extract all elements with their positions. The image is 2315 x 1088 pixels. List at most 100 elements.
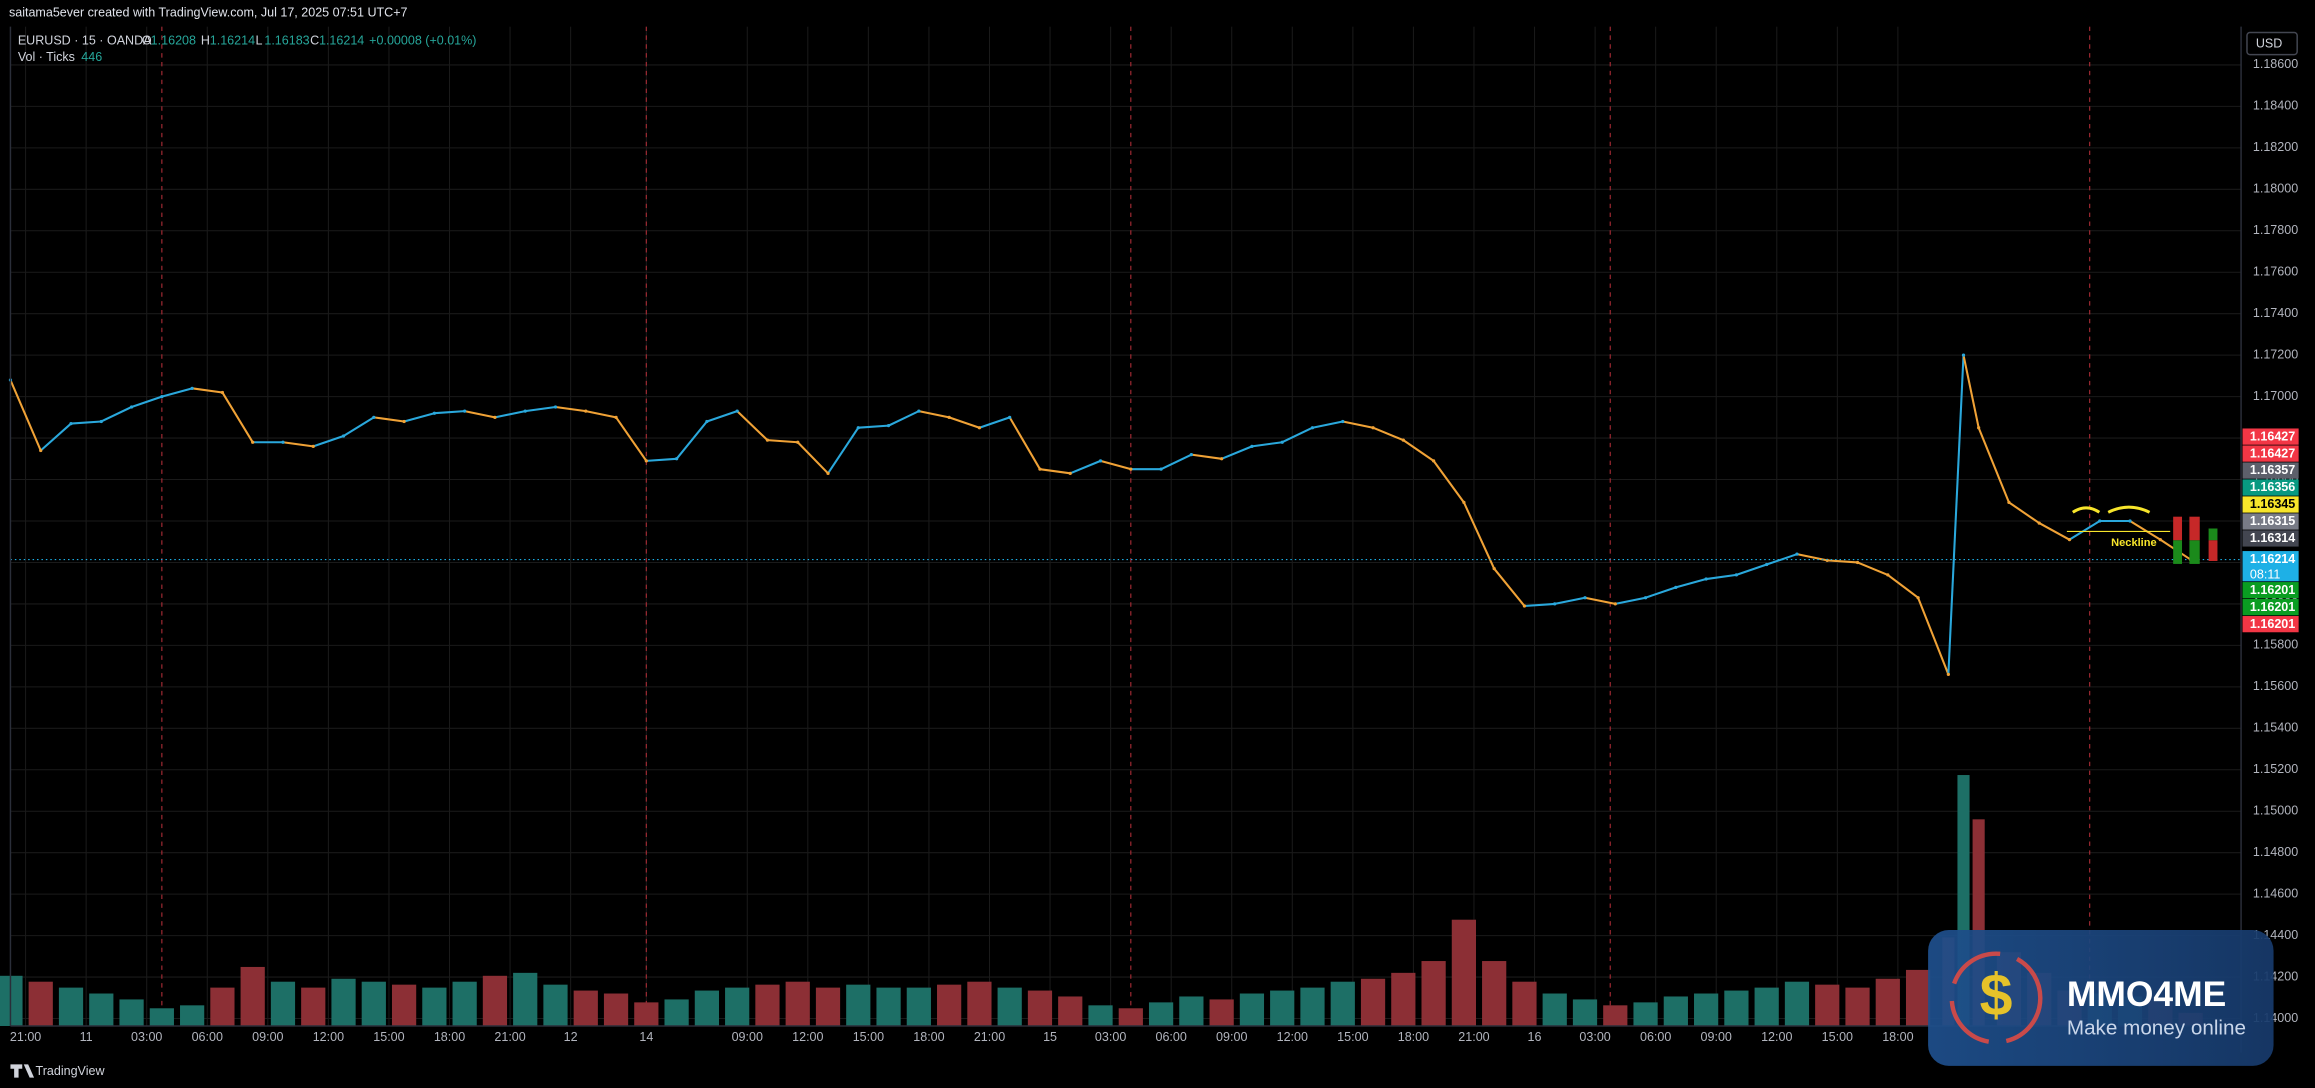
price-segment [131,395,163,408]
price-point [584,409,588,413]
price-point [2128,519,2132,523]
price-point [160,394,164,399]
price-point [977,426,982,430]
currency-box[interactable] [2246,31,2298,56]
price-point [1765,562,1769,567]
volume-bar [997,987,1022,1026]
volume-bar [301,987,326,1026]
x-tick-label: 06:00 [192,1030,223,1044]
projection-box [2173,540,2183,564]
price-segment [675,420,708,460]
price-label-bg [2242,599,2299,616]
price-point [99,419,103,424]
price-point [1553,602,1557,606]
grid [10,26,2242,1026]
price-point [1855,560,1860,565]
price-segment [70,420,102,425]
volume-bar [1754,987,1779,1026]
ohlc-item: +0.00008 (+0.01%) [369,34,476,48]
x-tick-label: 09:00 [732,1030,763,1044]
price-point [220,390,225,395]
watermark-icon: $ [1980,962,2013,1028]
price-point [1038,467,1042,471]
price-segment [434,410,465,415]
price-point [432,411,436,415]
x-tick-label: 15 [1043,1030,1057,1044]
y-tick-label: 1.17600 [2253,265,2298,279]
price-segment [948,416,980,429]
volume-bar [452,981,477,1026]
y-tick-label: 1.15000 [2253,804,2298,818]
projection-box [2208,528,2218,541]
price-segment [2008,501,2040,524]
price-label-bg [2242,479,2299,496]
price-point [1068,471,1072,475]
watermark-title: MMO4ME [2067,974,2226,1014]
price-segment [40,422,72,452]
header-bar [0,0,2315,27]
x-tick-label: 09:00 [1216,1030,1247,1044]
x-tick-label: 12:00 [1277,1030,1308,1044]
price-segment [525,405,556,413]
watermark: $ MMO4ME Make money online [1928,930,2274,1066]
price-point [1159,467,1163,471]
price-segment [1039,468,1071,475]
price-point [1961,353,1966,357]
price-point [493,415,497,419]
volume-bar [1784,981,1810,1026]
price-point [311,444,315,448]
symbol: EURUSD · 15 · OANDA [18,34,152,48]
x-tick-label: 12:00 [1761,1030,1792,1044]
price-label-bg [2242,530,2299,547]
price-segment [1281,426,1313,444]
x-tick-label: 06:00 [1156,1030,1187,1044]
price-point [39,448,43,453]
price-segment [403,412,435,423]
volume-bar [1815,984,1840,1026]
price-point [705,419,709,424]
annotation: Neckline [2111,537,2157,549]
x-tick-label: 21:00 [974,1030,1005,1044]
volume-bar [1512,981,1537,1026]
price-segment [1705,573,1737,581]
volume-bar [1421,961,1446,1026]
price-segment [312,435,344,448]
price-label: 1.16427 [2250,446,2295,460]
volume-bar [937,984,962,1026]
price-series [8,353,2242,677]
volume-bar [1694,993,1719,1026]
volume-bar [1088,1005,1113,1026]
volume-bar [1179,996,1204,1026]
price-segment [1736,563,1768,576]
price-point [1431,459,1436,463]
y-tick-label: 1.18600 [2253,57,2298,71]
price-segment [646,457,677,462]
price-point [1977,426,1981,430]
volume-bar [28,981,53,1026]
price-label: 1.16314 [2250,531,2295,545]
volume-bar [331,978,356,1026]
price-label-bg [2242,496,2299,513]
volume-bar [180,1005,205,1026]
volume-bar [664,999,689,1026]
ohlc-item: 1.16183 [264,34,309,48]
volume-value: 446 [81,50,102,64]
volume-bar [1270,990,1295,1026]
y-tick-label: 1.18400 [2253,99,2298,113]
currency[interactable]: USD [2256,37,2282,51]
x-tick-label: 09:00 [1701,1030,1732,1044]
volume-bar [0,975,23,1026]
price-point [1492,567,1496,571]
price-label: 1.16315 [2250,514,2295,528]
price-point [1795,552,1799,556]
price-point [1401,438,1405,442]
price-segment [1554,596,1586,605]
volume-bar [361,981,386,1026]
x-tick-label: 12 [564,1030,578,1044]
price-segment [585,410,617,419]
x-tick-label: 18:00 [1398,1030,1429,1044]
price-segment [1402,439,1435,462]
price-label-bg [2242,445,2299,462]
price-point [1704,577,1708,581]
ohlc-item: 1.16208 [151,34,196,48]
